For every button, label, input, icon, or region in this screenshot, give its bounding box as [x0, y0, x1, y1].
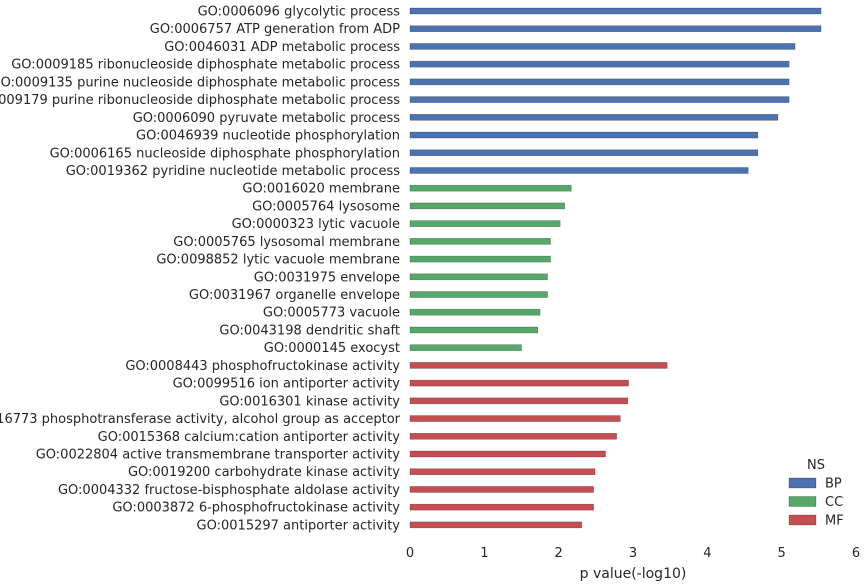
legend-swatch-cc: [788, 496, 817, 507]
bar-cc: [409, 220, 561, 227]
bar-bp: [409, 78, 790, 86]
category-label: GO:0046939 nucleotide phosphorylation: [136, 129, 400, 144]
x-tick-label: 4: [703, 546, 711, 561]
category-label: GO:0003872 6-phosphofructokinase activit…: [112, 501, 400, 516]
category-label: GO:0005764 lysosome: [252, 199, 400, 214]
bar-mf: [409, 379, 629, 387]
x-tick-label: 3: [629, 546, 637, 561]
legend-label: BP: [825, 477, 842, 492]
category-label: GO:0016020 membrane: [242, 182, 400, 197]
bar-mf: [409, 450, 606, 458]
bar-mf: [409, 486, 594, 493]
category-label: GO:0006090 pyruvate metabolic process: [133, 111, 401, 126]
category-label: GO:0019200 carbohydrate kinase activity: [128, 465, 400, 480]
category-label: GO:0019362 pyridine nucleotide metabolic…: [66, 164, 401, 179]
category-label: GO:0009179 purine ribonucleoside diphosp…: [0, 93, 400, 108]
bar-cc: [409, 344, 522, 351]
category-label: GO:0005773 vacuole: [263, 306, 400, 321]
bar-mf: [409, 432, 617, 440]
category-label: GO:0098852 lytic vacuole membrane: [156, 253, 400, 268]
x-tick-label: 2: [555, 546, 563, 561]
bar-bp: [409, 96, 790, 103]
bar-bp: [409, 114, 779, 121]
legend-label: MF: [825, 514, 844, 529]
category-label: GO:0006757 ATP generation from ADP: [150, 22, 400, 37]
bar-cc: [409, 308, 541, 316]
legend-label: CC: [825, 495, 843, 510]
legend-swatch-bp: [788, 477, 817, 489]
legend-swatch-mf: [788, 514, 817, 526]
bar-mf: [409, 397, 629, 405]
category-label: GO:0005765 lysosomal membrane: [173, 235, 400, 250]
bar-bp: [409, 43, 796, 50]
category-label: GO:0008443 phosphofructokinase activity: [125, 359, 400, 374]
bar-cc: [409, 255, 551, 263]
category-label: GO:0006165 nucleoside diphosphate phosph…: [50, 146, 400, 161]
bar-bp: [409, 149, 759, 157]
x-tick-label: 6: [852, 546, 860, 561]
category-label: GO:0016301 kinase activity: [219, 394, 400, 409]
category-label: GO:0043198 dendritic shaft: [219, 323, 400, 338]
category-label: GO:0015297 antiporter activity: [197, 518, 401, 533]
category-label: GO:0046031 ADP metabolic process: [164, 40, 400, 55]
legend-title: NS: [807, 458, 825, 473]
bar-cc: [409, 184, 572, 192]
bar-bp: [409, 7, 822, 15]
category-label: GO:0006096 glycolytic process: [198, 5, 401, 20]
x-axis: 0 1 2 3 4 5 6: [406, 546, 860, 561]
bar-mf: [409, 503, 594, 511]
bar-mf: [409, 362, 668, 369]
bar-bp: [409, 60, 790, 68]
bar-mf: [409, 415, 621, 422]
bar-bp: [409, 131, 759, 139]
category-label: GO:0004332 fructose-bisphosphate aldolas…: [58, 483, 400, 498]
x-tick-label: 0: [406, 546, 414, 561]
x-axis-title: p value(-log10): [580, 566, 687, 582]
bar-mf: [409, 521, 583, 529]
category-label: GO:0031967 organelle envelope: [189, 288, 400, 303]
bar-cc: [409, 326, 539, 334]
category-label: GO:0009185 ribonucleoside diphosphate me…: [11, 58, 400, 73]
x-tick-label: 5: [778, 546, 786, 561]
bar-cc: [409, 273, 548, 281]
category-label: GO:0000323 lytic vacuole: [232, 217, 400, 232]
bar-cc: [409, 238, 551, 245]
bar-cc: [409, 291, 548, 298]
category-label: GO:0000145 exocyst: [264, 341, 400, 356]
category-label: GO:0031975 envelope: [254, 270, 400, 285]
category-label: GO:0009135 purine nucleoside diphosphate…: [0, 75, 400, 90]
bar-mf: [409, 468, 596, 476]
x-tick-label: 1: [480, 546, 488, 561]
category-label: GO:0016773 phosphotransferase activity, …: [0, 412, 401, 427]
category-labels: GO:0006096 glycolytic process GO:0006757 …: [0, 5, 401, 534]
bar-bp: [409, 167, 749, 174]
bar-bp: [409, 25, 822, 33]
bars-layer: [409, 7, 822, 529]
category-label: GO:0099516 ion antiporter activity: [173, 377, 401, 392]
category-label: GO:0022804 active transmembrane transpor…: [36, 448, 401, 463]
bar-cc: [409, 202, 565, 210]
category-label: GO:0015368 calcium:cation antiporter act…: [98, 430, 401, 445]
